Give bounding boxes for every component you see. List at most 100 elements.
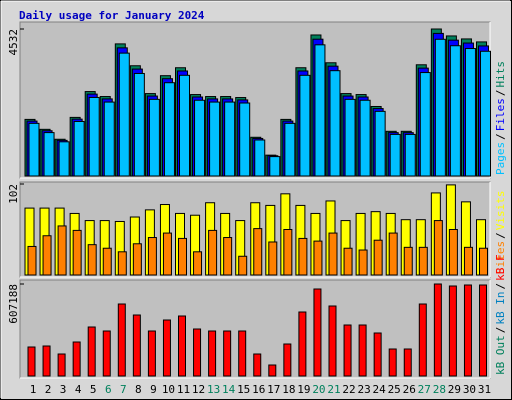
- legend-entry: Visits: [494, 191, 507, 231]
- legend: kB Out/kB In/kB F: [494, 254, 507, 375]
- x-tick-label: 19: [297, 383, 310, 396]
- bar: [58, 141, 70, 177]
- x-tick-label: 14: [222, 383, 236, 396]
- bar: [479, 247, 488, 276]
- x-tick-label: 10: [162, 383, 175, 396]
- bar: [479, 284, 487, 377]
- bar: [179, 74, 190, 177]
- x-tick-label: 23: [357, 383, 370, 396]
- bar: [359, 99, 371, 177]
- bar: [209, 101, 221, 177]
- bar: [373, 239, 383, 276]
- bar: [433, 283, 442, 377]
- bar: [254, 139, 266, 177]
- bar: [43, 132, 55, 177]
- bar: [418, 246, 428, 276]
- x-tick-label: 17: [267, 383, 280, 396]
- bar: [223, 330, 232, 377]
- bar: [103, 101, 115, 177]
- chart-title: Daily usage for January 2024: [19, 9, 205, 22]
- bar: [418, 303, 427, 377]
- x-tick-label: 9: [150, 383, 157, 396]
- y-tick-label: 607188: [7, 284, 20, 324]
- bar: [239, 102, 251, 177]
- bar: [117, 303, 126, 377]
- bar: [358, 324, 367, 377]
- bar: [298, 311, 307, 377]
- bar: [163, 82, 175, 177]
- legend: Pages/Files/Hits: [494, 61, 507, 175]
- x-tick-label: 27: [418, 383, 431, 396]
- legend-separator: /: [494, 90, 507, 97]
- y-tick-label: 4532: [7, 29, 20, 56]
- bar: [147, 330, 156, 377]
- bar: [132, 314, 141, 377]
- bar: [72, 341, 81, 377]
- bar: [403, 246, 413, 276]
- bar: [299, 74, 311, 177]
- bar: [283, 343, 292, 377]
- bar: [433, 220, 443, 276]
- x-tick-label: 6: [105, 383, 112, 396]
- x-tick-label: 15: [237, 383, 250, 396]
- bar: [374, 110, 386, 177]
- bar: [102, 330, 111, 377]
- bar: [178, 237, 187, 276]
- bar: [388, 348, 397, 377]
- x-tick-label: 2: [45, 383, 52, 396]
- bar: [403, 348, 412, 377]
- x-tick-label: 18: [282, 383, 295, 396]
- bar: [118, 52, 130, 177]
- bar: [313, 288, 322, 377]
- x-tick-label: 30: [463, 383, 476, 396]
- bar: [194, 99, 206, 177]
- bar: [284, 122, 296, 177]
- bar: [27, 245, 37, 276]
- x-tick-label: 1: [30, 383, 37, 396]
- bar: [448, 229, 458, 276]
- bar: [343, 324, 352, 377]
- bar: [208, 229, 218, 276]
- bar: [28, 122, 40, 177]
- legend: Sites /Visits: [494, 191, 507, 275]
- x-tick-label: 4: [75, 383, 82, 396]
- bar: [224, 101, 236, 177]
- legend-entry: kB Out: [494, 335, 507, 375]
- bar: [57, 225, 67, 276]
- bar: [449, 45, 461, 177]
- bar: [269, 156, 281, 177]
- x-tick-label: 11: [177, 383, 190, 396]
- bar: [464, 48, 476, 177]
- x-tick-label: 25: [388, 383, 401, 396]
- bar: [87, 326, 96, 377]
- bar: [57, 353, 66, 377]
- x-tick-label: 3: [60, 383, 67, 396]
- legend-entry: kB In: [494, 292, 507, 325]
- bar: [268, 364, 277, 377]
- x-tick-label: 29: [448, 383, 461, 396]
- bar: [419, 72, 431, 177]
- bar: [238, 330, 247, 377]
- bar: [463, 284, 472, 377]
- x-tick-label: 8: [135, 383, 142, 396]
- bar: [388, 232, 398, 276]
- bar: [72, 229, 82, 276]
- bar: [147, 237, 157, 276]
- x-tick-label: 31: [478, 383, 491, 396]
- bar: [448, 285, 457, 377]
- bar: [314, 44, 326, 177]
- bar: [162, 232, 172, 276]
- bar: [193, 251, 203, 276]
- x-tick-label: 7: [120, 383, 127, 396]
- bar: [343, 247, 353, 276]
- bar: [344, 98, 356, 177]
- bar: [178, 315, 186, 377]
- bar: [268, 241, 278, 276]
- bar: [389, 133, 401, 177]
- x-tick-label: 28: [433, 383, 446, 396]
- bar: [117, 251, 127, 276]
- bar: [358, 249, 368, 276]
- bar: [223, 237, 233, 276]
- bar: [27, 346, 36, 377]
